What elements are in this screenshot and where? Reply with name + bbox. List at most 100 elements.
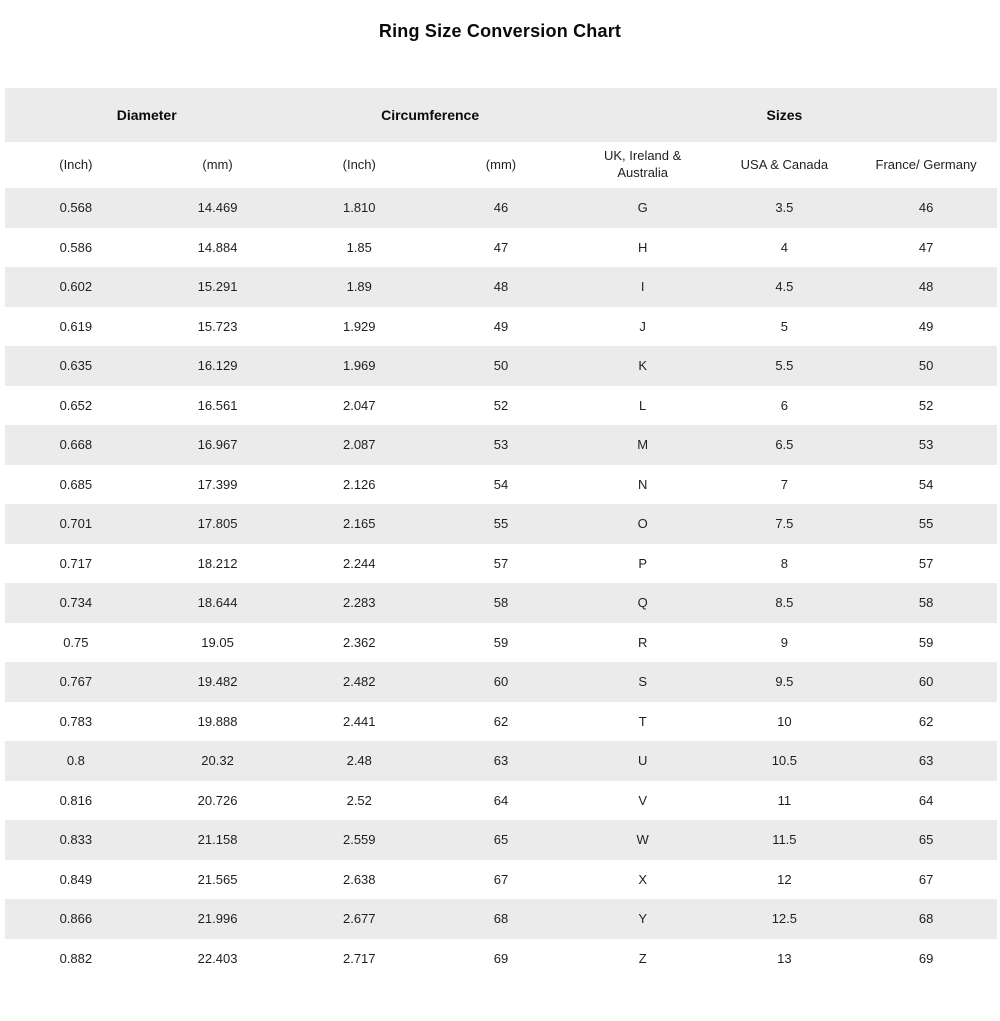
- table-cell: 46: [493, 200, 509, 216]
- group-header-row: Diameter Circumference Sizes: [5, 88, 997, 142]
- table-cell: 0.701: [59, 516, 93, 532]
- table-row: 0.75 19.05 2.362 59 R 9 59: [5, 622, 997, 662]
- table-cell: 2.165: [342, 516, 376, 532]
- table-row: 0.717 18.212 2.244 57 P 8 57: [5, 543, 997, 583]
- table-row: 0.602 15.291 1.89 48 I 4.5 48: [5, 267, 997, 307]
- table-cell: P: [638, 555, 647, 571]
- table-cell: 8.5: [775, 595, 794, 611]
- table-cell: 0.816: [59, 792, 93, 808]
- table-cell: 0.783: [59, 713, 93, 729]
- table-cell: 0.75: [63, 634, 89, 650]
- ring-size-conversion-table: Diameter Circumference Sizes (Inch) (mm)…: [5, 88, 997, 978]
- table-cell: 2.244: [342, 555, 376, 571]
- table-cell: V: [638, 792, 647, 808]
- table-row: 0.849 21.565 2.638 67 X 12 67: [5, 859, 997, 899]
- table-cell: 19.05: [201, 634, 234, 650]
- group-header-circumference: Circumference: [381, 107, 480, 123]
- table-cell: 0.685: [59, 476, 93, 492]
- table-cell: S: [638, 674, 647, 690]
- table-cell: Q: [637, 595, 648, 611]
- table-cell: 10: [777, 713, 792, 729]
- table-cell: 4.5: [775, 279, 794, 295]
- table-cell: 2.48: [346, 753, 372, 769]
- table-cell: 48: [493, 279, 509, 295]
- table-cell: 0.568: [59, 200, 93, 216]
- table-cell: 0.866: [59, 911, 93, 927]
- table-cell: 68: [918, 911, 934, 927]
- table-cell: I: [640, 279, 645, 295]
- table-cell: 3.5: [775, 200, 794, 216]
- table-cell: 57: [493, 555, 509, 571]
- table-cell: 65: [918, 832, 934, 848]
- table-row: 0.866 21.996 2.677 68 Y 12.5 68: [5, 899, 997, 939]
- table-cell: 58: [493, 595, 509, 611]
- table-cell: 7: [780, 476, 788, 492]
- column-header-france-germany: France/ Germany: [875, 156, 977, 172]
- table-row: 0.586 14.884 1.85 47 H 4 47: [5, 227, 997, 267]
- table-cell: 0.652: [59, 397, 93, 413]
- table-cell: 2.482: [342, 674, 376, 690]
- table-cell: 21.565: [197, 871, 238, 887]
- group-header-sizes: Sizes: [766, 107, 803, 123]
- table-cell: 62: [493, 713, 509, 729]
- table-cell: H: [637, 239, 648, 255]
- table-row: 0.619 15.723 1.929 49 J 5 49: [5, 306, 997, 346]
- table-cell: 16.129: [197, 358, 238, 374]
- table-cell: 49: [918, 318, 934, 334]
- column-header-row: (Inch) (mm) (Inch) (mm) UK, Ireland & Au…: [5, 142, 997, 188]
- table-row: 0.568 14.469 1.810 46 G 3.5 46: [5, 188, 997, 228]
- table-cell: 2.638: [342, 871, 376, 887]
- table-cell: 15.723: [197, 318, 238, 334]
- table-cell: 20.32: [201, 753, 234, 769]
- table-cell: 69: [918, 950, 934, 966]
- column-header-diameter-mm: (mm): [202, 156, 233, 172]
- table-cell: 18.644: [197, 595, 238, 611]
- table-cell: J: [639, 318, 646, 334]
- column-header-uk-ireland-australia: UK, Ireland & Australia: [603, 148, 682, 180]
- table-cell: 50: [493, 358, 509, 374]
- table-cell: 52: [493, 397, 509, 413]
- table-cell: 49: [493, 318, 509, 334]
- table-cell: 20.726: [197, 792, 238, 808]
- table-cell: 63: [493, 753, 509, 769]
- table-cell: 59: [493, 634, 509, 650]
- table-cell: 52: [918, 397, 934, 413]
- table-row: 0.668 16.967 2.087 53 M 6.5 53: [5, 425, 997, 465]
- page: Ring Size Conversion Chart Diameter Circ…: [0, 21, 1000, 978]
- table-cell: 9.5: [775, 674, 794, 690]
- table-cell: 0.635: [59, 358, 93, 374]
- table-cell: 1.89: [346, 279, 372, 295]
- table-cell: W: [636, 832, 649, 848]
- table-cell: O: [637, 516, 648, 532]
- table-cell: 14.884: [197, 239, 238, 255]
- table-row: 0.816 20.726 2.52 64 V 11 64: [5, 780, 997, 820]
- column-header-diameter-inch: (Inch): [59, 156, 93, 172]
- table-cell: 62: [918, 713, 934, 729]
- table-cell: 53: [918, 437, 934, 453]
- table-cell: Z: [638, 950, 647, 966]
- table-cell: 55: [493, 516, 509, 532]
- table-cell: 21.996: [197, 911, 238, 927]
- table-cell: 21.158: [197, 832, 238, 848]
- table-cell: 2.52: [346, 792, 372, 808]
- table-cell: 55: [918, 516, 934, 532]
- table-cell: 68: [493, 911, 509, 927]
- table-cell: 65: [493, 832, 509, 848]
- table-cell: 4: [780, 239, 788, 255]
- table-cell: 11.5: [772, 832, 797, 848]
- table-cell: 15.291: [197, 279, 238, 295]
- table-cell: Y: [638, 911, 647, 927]
- table-cell: 17.399: [197, 476, 238, 492]
- table-cell: 0.767: [59, 674, 93, 690]
- table-row: 0.734 18.644 2.283 58 Q 8.5 58: [5, 583, 997, 623]
- table-cell: 0.8: [66, 753, 85, 769]
- table-row: 0.701 17.805 2.165 55 O 7.5 55: [5, 504, 997, 544]
- table-cell: 1.85: [346, 239, 372, 255]
- table-cell: 2.047: [342, 397, 376, 413]
- table-cell: 60: [493, 674, 509, 690]
- table-row: 0.652 16.561 2.047 52 L 6 52: [5, 385, 997, 425]
- table-cell: G: [637, 200, 648, 216]
- table-cell: 53: [493, 437, 509, 453]
- table-cell: 60: [918, 674, 934, 690]
- table-cell: 47: [918, 239, 934, 255]
